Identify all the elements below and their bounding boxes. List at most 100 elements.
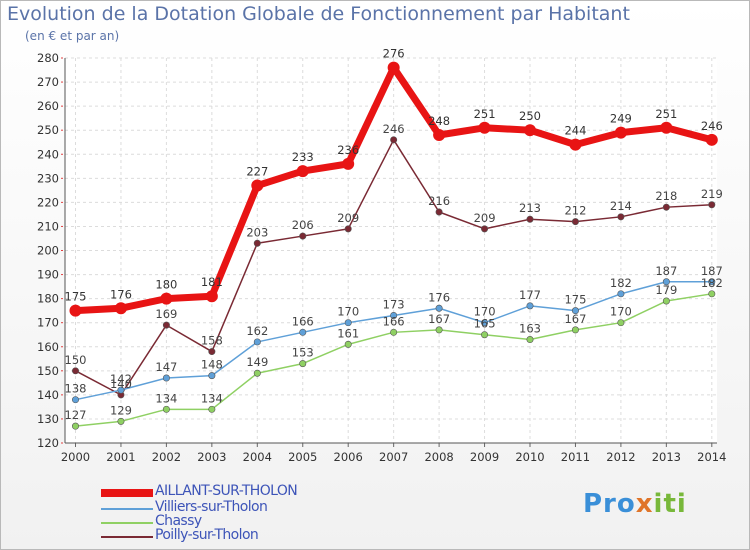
- data-point-aillant-sur-tholon: [433, 129, 446, 141]
- data-point-villiers-sur-tholon: [299, 328, 307, 336]
- data-point-poilly-sur-tholon: [435, 208, 443, 216]
- data-label-chassy: 182: [701, 276, 723, 290]
- data-label-aillant-sur-tholon: 249: [610, 112, 632, 126]
- data-point-aillant-sur-tholon: [614, 126, 627, 139]
- data-label-aillant-sur-tholon: 250: [519, 109, 541, 123]
- y-tick-label: 200: [37, 244, 59, 258]
- data-point-aillant-sur-tholon: [160, 292, 173, 305]
- data-point-chassy: [162, 405, 170, 413]
- data-point-chassy: [435, 326, 443, 334]
- logo-text-part: x: [635, 489, 654, 519]
- data-label-villiers-sur-tholon: 142: [110, 372, 132, 386]
- data-point-poilly-sur-tholon: [526, 215, 534, 223]
- y-tick-label: 270: [37, 75, 59, 89]
- data-point-aillant-sur-tholon: [524, 124, 536, 137]
- line-chart: 120 130 140 150 160 170 180 190 200 210 220 230 240 2…: [37, 47, 726, 464]
- proxiti-logo: Proxiti: [583, 489, 687, 519]
- data-point-aillant-sur-tholon: [660, 121, 673, 134]
- data-point-poilly-sur-tholon: [571, 218, 579, 226]
- data-label-villiers-sur-tholon: 175: [564, 293, 586, 307]
- y-tick-label: 280: [37, 51, 59, 65]
- data-label-aillant-sur-tholon: 276: [383, 47, 405, 61]
- data-point-villiers-sur-tholon: [526, 302, 534, 310]
- data-point-villiers-sur-tholon: [344, 319, 352, 327]
- data-point-villiers-sur-tholon: [708, 278, 716, 286]
- data-label-aillant-sur-tholon: 251: [474, 107, 496, 121]
- chart-title: Evolution de la Dotation Globale de Fonc…: [7, 3, 630, 25]
- legend-swatch-villiers: [101, 508, 153, 510]
- data-label-poilly-sur-tholon: 209: [474, 211, 496, 225]
- legend-swatch-poilly: [101, 536, 153, 538]
- data-point-chassy: [708, 290, 716, 298]
- x-tick-label: 2005: [288, 450, 317, 464]
- data-label-poilly-sur-tholon: 209: [337, 211, 359, 225]
- x-tick-label: 2008: [424, 450, 453, 464]
- x-tick-label: 2002: [152, 450, 181, 464]
- logo-text-part: Pro: [583, 489, 636, 519]
- data-label-chassy: 163: [519, 322, 541, 336]
- data-point-poilly-sur-tholon: [208, 348, 216, 356]
- y-tick-label: 180: [37, 292, 59, 306]
- data-label-villiers-sur-tholon: 170: [474, 305, 496, 319]
- data-label-chassy: 170: [610, 305, 632, 319]
- x-tick-label: 2013: [652, 450, 681, 464]
- data-label-aillant-sur-tholon: 236: [337, 143, 359, 157]
- logo-text-part: iti: [653, 489, 687, 519]
- legend-swatch-chassy: [101, 522, 153, 524]
- data-point-villiers-sur-tholon: [117, 386, 125, 394]
- data-label-aillant-sur-tholon: 246: [701, 119, 723, 133]
- data-label-chassy: 165: [474, 317, 496, 331]
- data-point-villiers-sur-tholon: [435, 304, 443, 312]
- data-label-chassy: 167: [428, 312, 450, 326]
- data-point-poilly-sur-tholon: [344, 225, 352, 233]
- y-tick-label: 220: [37, 195, 59, 209]
- data-label-villiers-sur-tholon: 166: [292, 314, 314, 328]
- data-point-aillant-sur-tholon: [705, 133, 718, 146]
- data-label-villiers-sur-tholon: 187: [701, 264, 723, 278]
- data-label-chassy: 149: [246, 355, 268, 369]
- data-label-poilly-sur-tholon: 140: [110, 377, 132, 391]
- y-tick-label: 140: [37, 388, 59, 402]
- y-tick-label: 250: [37, 123, 59, 137]
- data-point-aillant-sur-tholon: [478, 121, 491, 134]
- data-point-poilly-sur-tholon: [72, 367, 80, 375]
- data-point-poilly-sur-tholon: [253, 239, 261, 247]
- data-point-aillant-sur-tholon: [296, 165, 309, 178]
- data-label-poilly-sur-tholon: 219: [701, 187, 723, 201]
- data-label-villiers-sur-tholon: 138: [65, 382, 87, 396]
- axis-layer: 120 130 140 150 160 170 180 190 200 210 220 230 240 2…: [37, 51, 726, 464]
- data-label-aillant-sur-tholon: 244: [564, 124, 586, 138]
- chart-subtitle: (en € et par an): [25, 29, 120, 43]
- x-tick-label: 2001: [106, 450, 135, 464]
- y-tick-label: 130: [37, 412, 59, 426]
- y-tick-label: 190: [37, 268, 59, 282]
- data-point-villiers-sur-tholon: [390, 311, 398, 319]
- data-label-chassy: 134: [201, 391, 223, 405]
- x-tick-label: 2012: [606, 450, 635, 464]
- legend-label-chassy: Chassy: [155, 513, 202, 529]
- data-label-chassy: 127: [65, 408, 87, 422]
- data-label-aillant-sur-tholon: 233: [292, 150, 314, 164]
- data-label-poilly-sur-tholon: 218: [655, 189, 677, 203]
- data-label-chassy: 129: [110, 403, 132, 417]
- data-point-chassy: [344, 340, 352, 348]
- data-point-villiers-sur-tholon: [571, 307, 579, 315]
- data-label-villiers-sur-tholon: 147: [155, 360, 177, 374]
- data-point-aillant-sur-tholon: [569, 138, 582, 151]
- data-label-villiers-sur-tholon: 148: [201, 358, 223, 372]
- data-label-villiers-sur-tholon: 173: [383, 297, 405, 311]
- label-layer: 150 140 169 158 203 206 209 246 216 209 213 212 214 2…: [65, 47, 723, 423]
- x-tick-label: 2009: [470, 450, 499, 464]
- data-label-aillant-sur-tholon: 175: [65, 290, 87, 304]
- data-point-chassy: [390, 328, 398, 336]
- data-label-poilly-sur-tholon: 212: [564, 204, 586, 218]
- data-label-chassy: 166: [383, 314, 405, 328]
- data-label-aillant-sur-tholon: 180: [155, 278, 177, 292]
- legend-label-poilly: Poilly-sur-Tholon: [155, 527, 259, 543]
- data-point-poilly-sur-tholon: [708, 201, 716, 209]
- legend-swatch-aillant: [101, 489, 153, 497]
- data-label-poilly-sur-tholon: 203: [246, 225, 268, 239]
- data-point-villiers-sur-tholon: [253, 338, 261, 346]
- legend-label-villiers: Villiers-sur-Tholon: [155, 499, 268, 515]
